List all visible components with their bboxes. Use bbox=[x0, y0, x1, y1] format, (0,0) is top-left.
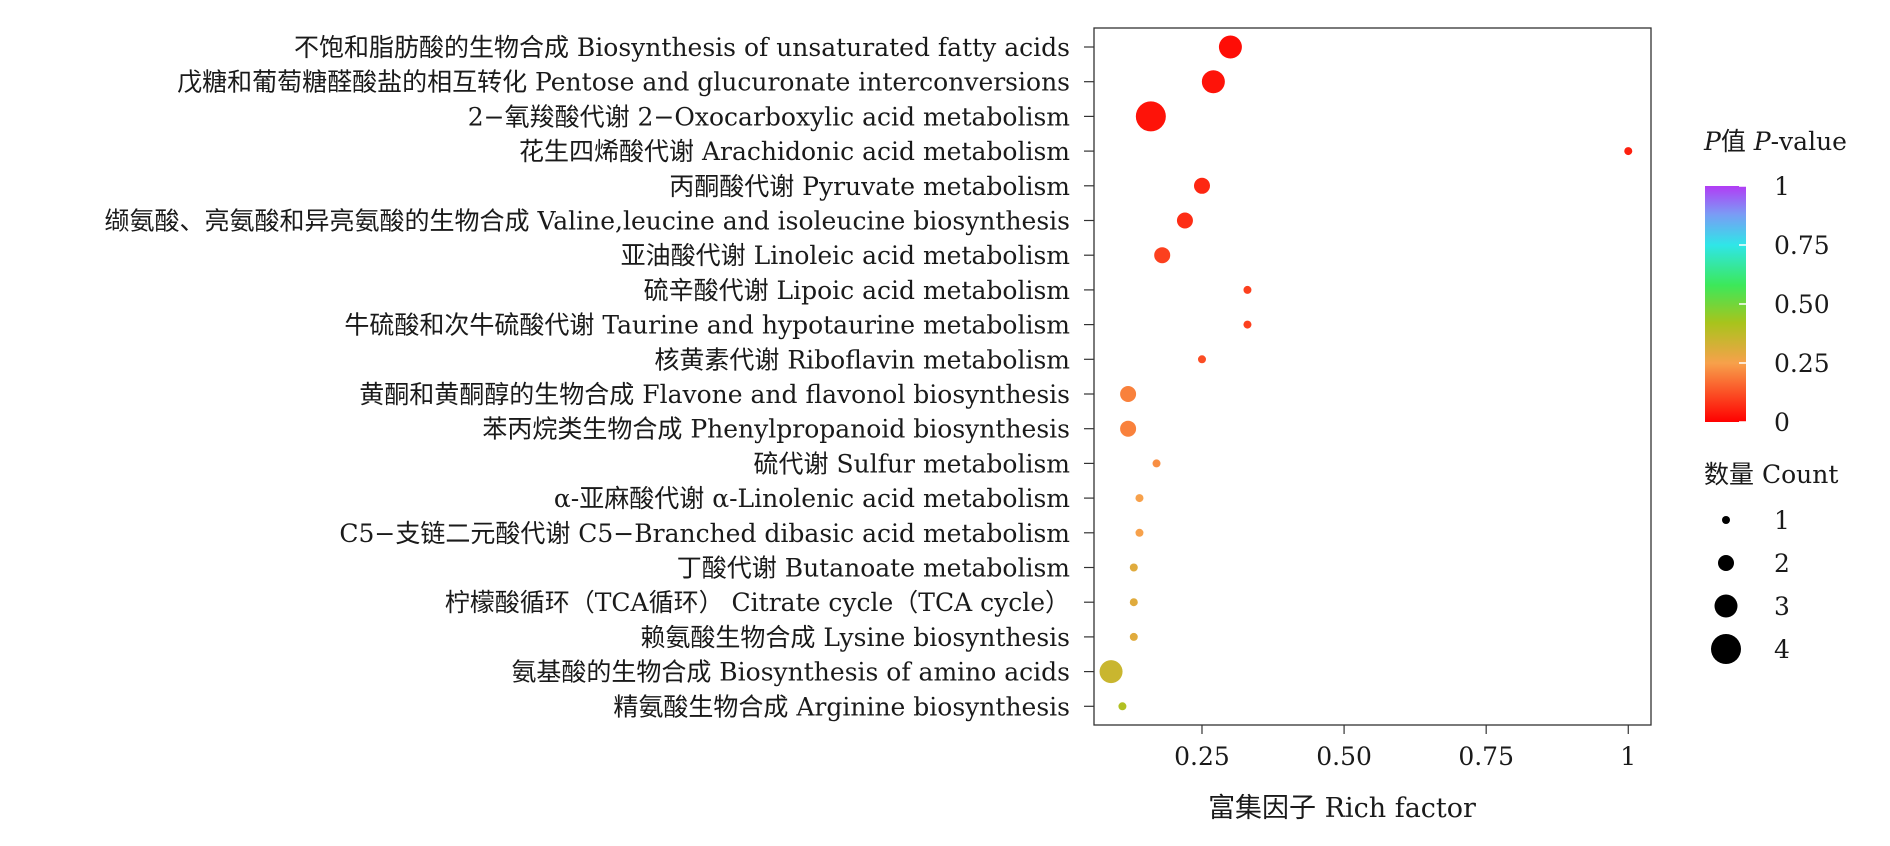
data-point bbox=[1135, 101, 1166, 132]
count-legend-label: 3 bbox=[1774, 592, 1790, 621]
data-point bbox=[1201, 70, 1225, 94]
data-point bbox=[1120, 420, 1137, 437]
p-legend-tick-label: 0 bbox=[1774, 408, 1790, 437]
y-tick-label: 不饱和脂肪酸的生物合成 Biosynthesis of unsaturated … bbox=[294, 33, 1070, 62]
plot-panel bbox=[1093, 27, 1652, 726]
data-point bbox=[1197, 355, 1206, 364]
y-tick-label: 花生四烯酸代谢 Arachidonic acid metabolism bbox=[519, 137, 1070, 166]
x-tick-label: 0.25 bbox=[1174, 742, 1230, 771]
y-tick-label: 硫辛酸代谢 Lipoic acid metabolism bbox=[644, 276, 1071, 305]
data-point bbox=[1135, 528, 1144, 537]
y-tick-label: 2−氧羧酸代谢 2−Oxocarboxylic acid metabolism bbox=[468, 102, 1071, 131]
data-point bbox=[1218, 35, 1242, 59]
count-legend-dot bbox=[1722, 516, 1730, 524]
data-point bbox=[1243, 285, 1252, 294]
x-tick-label: 0.75 bbox=[1458, 742, 1514, 771]
p-legend-tick-label: 0.50 bbox=[1774, 290, 1830, 319]
y-axis-labels: 不饱和脂肪酸的生物合成 Biosynthesis of unsaturated … bbox=[105, 33, 1071, 721]
p-legend-tick-label: 0.75 bbox=[1774, 231, 1830, 260]
x-tick-label: 1 bbox=[1620, 742, 1636, 771]
count-legend-title: 数量 Count bbox=[1704, 460, 1838, 489]
y-tick-label: 精氨酸生物合成 Arginine biosynthesis bbox=[613, 692, 1070, 721]
p-end: -value bbox=[1771, 127, 1847, 156]
count-legend-label: 1 bbox=[1774, 506, 1790, 535]
y-tick-label: 苯丙烷类生物合成 Phenylpropanoid biosynthesis bbox=[482, 415, 1070, 444]
y-tick-label: 丙酮酸代谢 Pyruvate metabolism bbox=[669, 172, 1070, 201]
data-point bbox=[1135, 494, 1144, 503]
count-legend-label: 2 bbox=[1774, 549, 1790, 578]
data-points bbox=[1099, 35, 1633, 711]
p-legend-tick-label: 0.25 bbox=[1774, 349, 1830, 378]
x-axis-ticks: 0.25 0.50 0.75 1 bbox=[1174, 725, 1636, 771]
y-tick-label: 硫代谢 Sulfur metabolism bbox=[754, 449, 1071, 478]
y-tick-label: 柠檬酸循环（TCA循环） Citrate cycle（TCA cycle） bbox=[445, 588, 1070, 617]
data-point bbox=[1193, 177, 1210, 194]
count-legend-dot bbox=[1711, 634, 1741, 664]
p-italic-1: P bbox=[1703, 127, 1722, 156]
p-legend-tick-label: 1 bbox=[1774, 172, 1790, 201]
p-value-legend-title: P值 P-value bbox=[1703, 127, 1847, 156]
y-tick-label: 缬氨酸、亮氨酸和异亮氨酸的生物合成 Valine,leucine and iso… bbox=[105, 207, 1070, 236]
data-point bbox=[1118, 702, 1127, 711]
count-legend-label: 4 bbox=[1774, 635, 1790, 664]
y-tick-label: 戊糖和葡萄糖醛酸盐的相互转化 Pentose and glucuronate i… bbox=[177, 68, 1070, 97]
y-axis-ticks bbox=[1084, 46, 1094, 707]
y-tick-label: 赖氨酸生物合成 Lysine biosynthesis bbox=[640, 623, 1070, 652]
count-legend-dot bbox=[1718, 555, 1734, 571]
y-tick-label: 丁酸代谢 Butanoate metabolism bbox=[677, 554, 1071, 583]
data-point bbox=[1176, 212, 1193, 229]
y-tick-label: 核黄素代谢 Riboflavin metabolism bbox=[654, 345, 1070, 374]
count-legend-entries: 1 2 3 4 bbox=[1711, 506, 1790, 664]
p-value-legend-ticks: 1 0.75 0.50 0.25 0 bbox=[1739, 172, 1830, 437]
y-tick-label: 亚油酸代谢 Linoleic acid metabolism bbox=[621, 241, 1071, 270]
count-legend-dot bbox=[1714, 594, 1738, 618]
data-point bbox=[1154, 247, 1171, 264]
p-italic-2: P bbox=[1753, 127, 1772, 156]
x-axis-title: 富集因子 Rich factor bbox=[1208, 793, 1476, 824]
y-tick-label: α-亚麻酸代谢 α-Linolenic acid metabolism bbox=[554, 484, 1070, 513]
count-size-legend: 数量 Count 1 2 3 4 bbox=[1704, 460, 1838, 664]
y-tick-label: 牛硫酸和次牛硫酸代谢 Taurine and hypotaurine metab… bbox=[344, 311, 1070, 340]
data-point bbox=[1152, 459, 1161, 468]
data-point bbox=[1099, 660, 1123, 684]
y-tick-label: 氨基酸的生物合成 Biosynthesis of amino acids bbox=[511, 658, 1070, 687]
data-point bbox=[1129, 563, 1138, 572]
p-value-color-legend: P值 P-value 10.750.500.250 bbox=[1703, 127, 1847, 437]
data-point bbox=[1129, 632, 1138, 641]
data-point bbox=[1243, 320, 1252, 329]
p-mid: 值 bbox=[1721, 127, 1754, 156]
x-tick-label: 0.50 bbox=[1316, 742, 1372, 771]
y-tick-label: 黄酮和黄酮醇的生物合成 Flavone and flavonol biosynt… bbox=[359, 380, 1070, 409]
data-point bbox=[1624, 147, 1633, 156]
data-point bbox=[1120, 386, 1137, 402]
y-tick-label: C5−支链二元酸代谢 C5−Branched dibasic acid meta… bbox=[339, 519, 1070, 548]
data-point bbox=[1129, 598, 1138, 607]
